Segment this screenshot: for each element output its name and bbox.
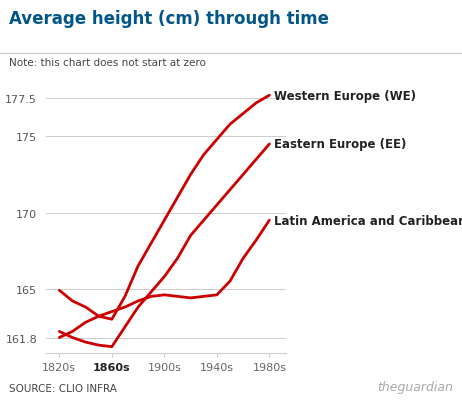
Text: Western Europe (WE): Western Europe (WE) — [274, 89, 416, 102]
Text: Note: this chart does not start at zero: Note: this chart does not start at zero — [9, 58, 206, 68]
Text: Average height (cm) through time: Average height (cm) through time — [9, 10, 329, 28]
Text: Latin America and Caribbean (LA): Latin America and Caribbean (LA) — [274, 214, 462, 227]
Text: theguardian: theguardian — [377, 380, 453, 393]
Text: SOURCE: CLIO INFRA: SOURCE: CLIO INFRA — [9, 383, 117, 393]
Text: Eastern Europe (EE): Eastern Europe (EE) — [274, 138, 407, 151]
